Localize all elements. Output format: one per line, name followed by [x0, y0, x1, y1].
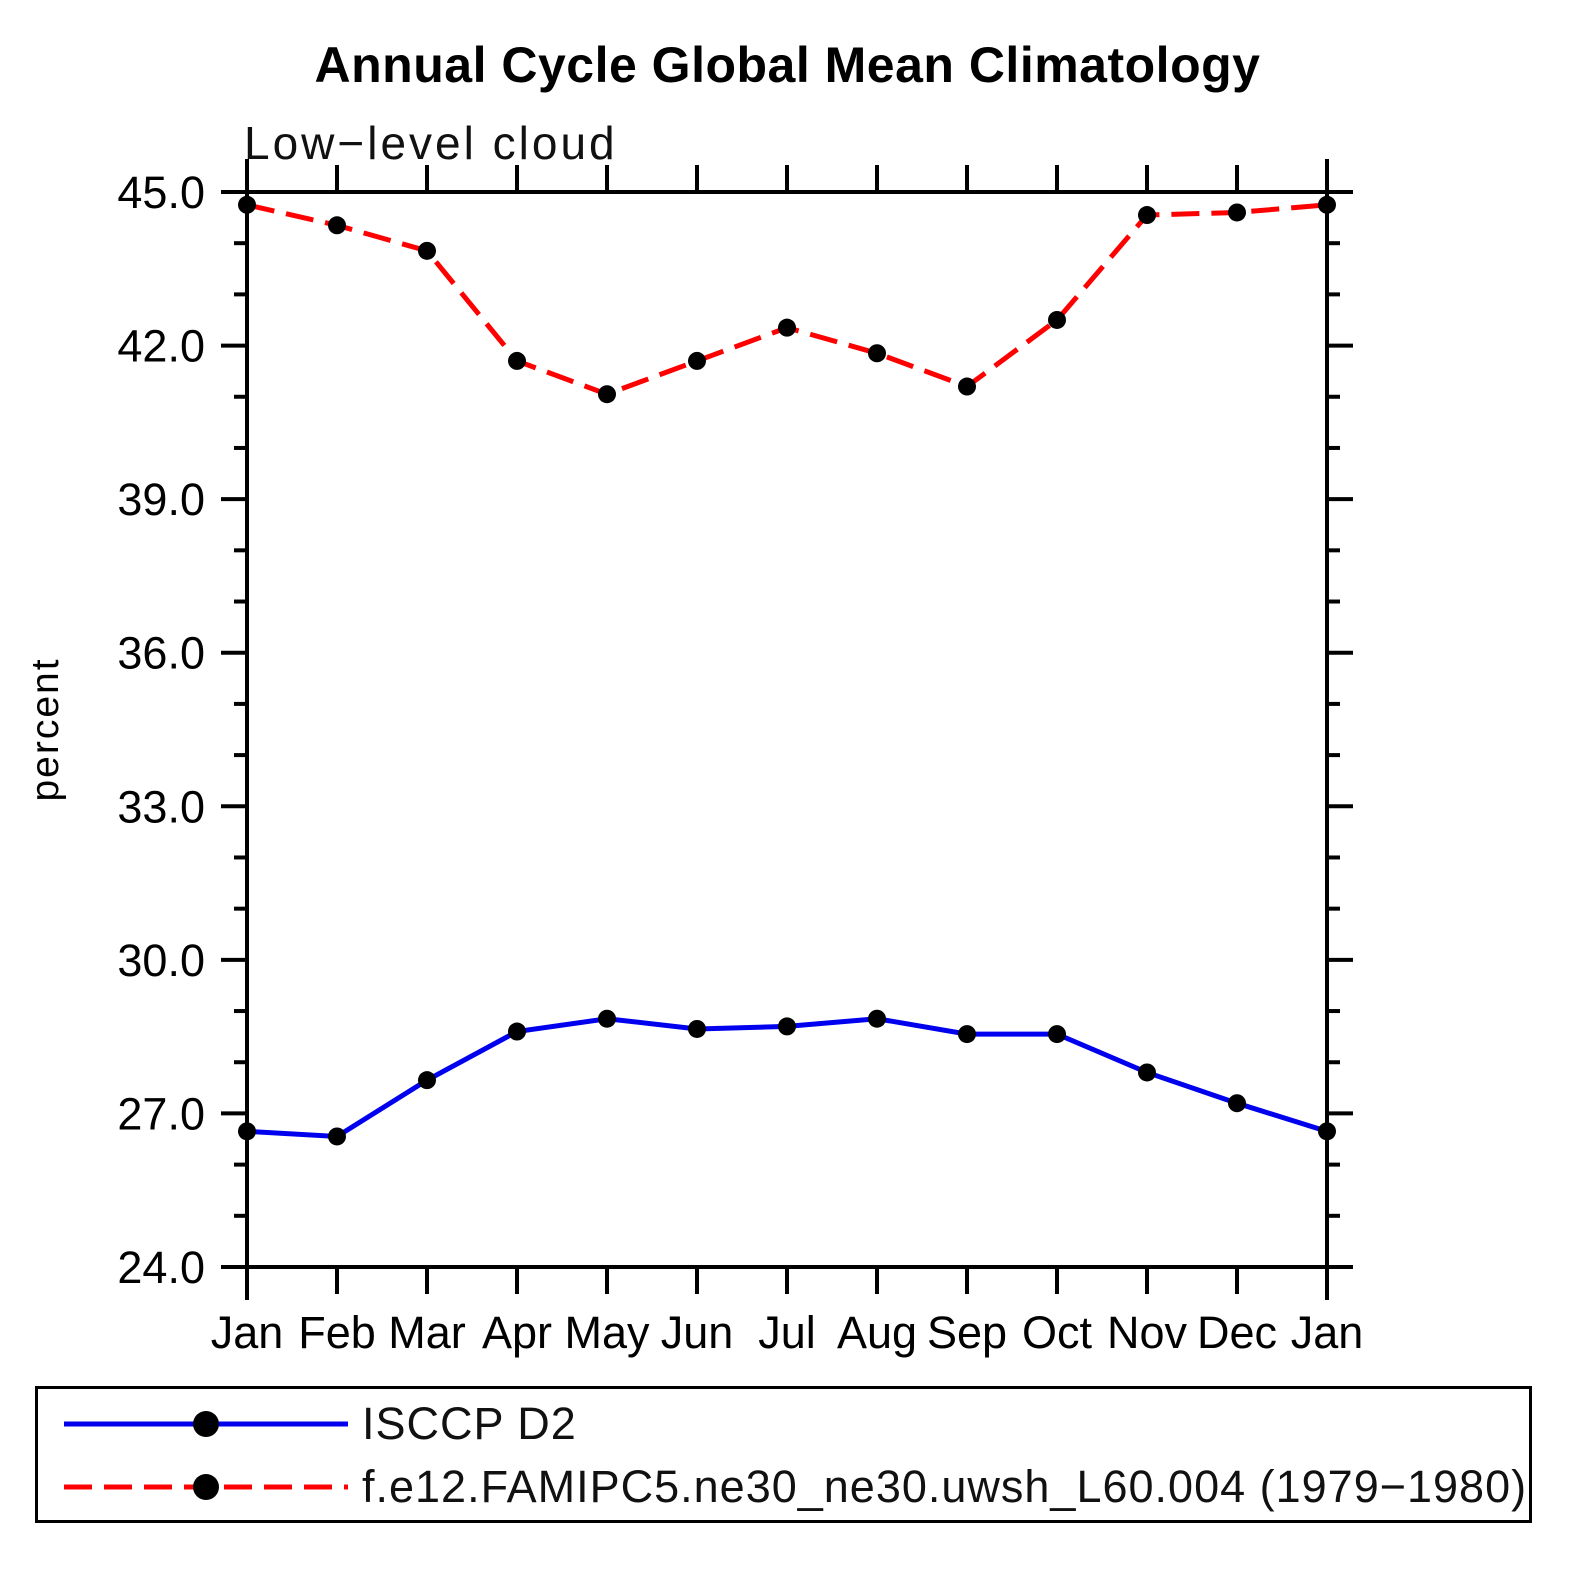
- legend-marker-dot: [193, 1410, 219, 1437]
- data-point-s0-8: [958, 1025, 976, 1044]
- legend-label-model: f.e12.FAMIPC5.ne30_ne30.uwsh_L60.004 (19…: [362, 1460, 1528, 1512]
- y-axis-label: 33.0: [117, 781, 205, 832]
- y-axis-title: percent: [24, 657, 67, 801]
- data-point-s0-11: [1228, 1094, 1246, 1113]
- data-point-s0-5: [688, 1019, 706, 1038]
- x-axis-label: Apr: [482, 1307, 552, 1358]
- data-point-s0-1: [328, 1127, 346, 1146]
- x-axis-label: Oct: [1022, 1307, 1093, 1358]
- legend-row: ISCCP D2: [38, 1395, 1529, 1452]
- data-point-s1-7: [868, 344, 886, 363]
- data-point-s1-11: [1228, 203, 1246, 222]
- y-axis-label: 42.0: [117, 321, 205, 372]
- series-line-1: [246, 202, 1328, 397]
- data-point-s0-12: [1318, 1122, 1336, 1141]
- x-axis-label: Dec: [1197, 1307, 1277, 1358]
- data-point-s1-12: [1318, 195, 1336, 214]
- data-point-s1-3: [508, 351, 526, 370]
- legend: ISCCP D2 f.e12.FAMIPC5.ne30_ne30.uwsh_L6…: [35, 1386, 1532, 1523]
- data-point-s1-4: [598, 385, 616, 404]
- x-axis-label: Mar: [388, 1307, 466, 1358]
- data-point-s1-10: [1138, 206, 1156, 225]
- x-axis-label: Jul: [758, 1307, 816, 1358]
- data-point-s0-0: [238, 1122, 256, 1141]
- data-point-s0-3: [508, 1022, 526, 1041]
- data-point-s0-10: [1138, 1063, 1156, 1082]
- x-axis-label: Jan: [1291, 1307, 1364, 1358]
- y-axis-label: 39.0: [117, 474, 205, 525]
- data-point-s0-4: [598, 1009, 616, 1028]
- data-point-s1-2: [418, 241, 436, 260]
- x-axis-label: Sep: [927, 1307, 1007, 1358]
- data-point-s1-8: [958, 377, 976, 396]
- data-point-s1-1: [328, 216, 346, 235]
- legend-line-sample-dashed: [64, 1473, 348, 1500]
- y-axis-label: 24.0: [117, 1242, 205, 1293]
- data-point-s0-7: [868, 1009, 886, 1028]
- x-axis-label: Feb: [298, 1307, 376, 1358]
- legend-row: f.e12.FAMIPC5.ne30_ne30.uwsh_L60.004 (19…: [38, 1458, 1529, 1515]
- data-point-s1-0: [238, 195, 256, 214]
- y-axis-label: 36.0: [117, 628, 205, 679]
- data-point-s1-5: [688, 351, 706, 370]
- x-axis-label: May: [564, 1307, 650, 1358]
- chart-subtitle: Low−level cloud: [244, 117, 618, 169]
- data-point-s0-9: [1048, 1025, 1066, 1044]
- data-point-s0-2: [418, 1071, 436, 1090]
- y-axis-label: 27.0: [117, 1088, 205, 1139]
- x-axis-label: Jun: [661, 1307, 734, 1358]
- legend-marker-dot: [193, 1473, 219, 1500]
- x-axis-label: Aug: [837, 1307, 917, 1358]
- x-axis-label: Nov: [1107, 1307, 1188, 1358]
- y-axis-label: 45.0: [117, 167, 205, 218]
- legend-line-sample-solid: [64, 1410, 348, 1437]
- chart-title: Annual Cycle Global Mean Climatology: [314, 37, 1261, 93]
- y-axis-label: 30.0: [117, 935, 205, 986]
- data-point-s1-6: [778, 318, 796, 337]
- data-point-s0-6: [778, 1017, 796, 1036]
- series-line-0: [246, 1016, 1328, 1140]
- data-point-s1-9: [1048, 310, 1066, 329]
- legend-label-observation: ISCCP D2: [362, 1397, 577, 1449]
- x-axis-label: Jan: [211, 1307, 284, 1358]
